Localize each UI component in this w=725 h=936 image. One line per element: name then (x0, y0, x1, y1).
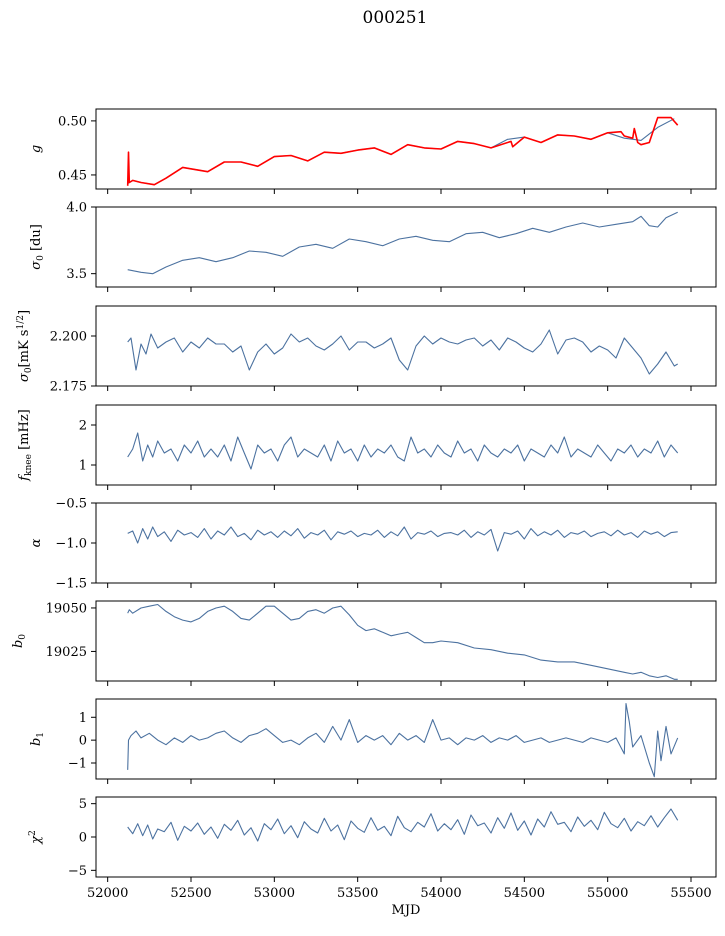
ytick-label-chi2-2: 5 (79, 797, 87, 812)
ytick-label-fknee-1: 2 (79, 419, 87, 434)
ylabel-g: g (29, 145, 44, 153)
series-fknee-0 (127, 432, 679, 470)
xtick-label-7: 55500 (670, 886, 711, 901)
frame-b1 (95, 698, 717, 780)
panel-fknee: 1 2 fknee [mHz] (17, 404, 717, 490)
ylabel-b0: b0 (11, 634, 28, 648)
frame-alpha (95, 502, 717, 584)
ylabel-chi2: χ2 (28, 830, 44, 845)
xtick-label-6: 55000 (587, 886, 628, 901)
ytick-label-alpha-2: −0.5 (55, 497, 87, 512)
frame-sigma0_rate (95, 305, 717, 387)
series-alpha-0 (127, 526, 678, 552)
ytick-label-alpha-1: −1.0 (55, 537, 87, 552)
frame-fknee (95, 404, 717, 486)
frame-sigma0 (95, 206, 717, 288)
xtick-label-3: 53500 (337, 886, 378, 901)
ytick-label-chi2-0: −5 (68, 864, 87, 879)
ytick-label-sigma0_rate-1: 2.200 (50, 330, 87, 345)
frame-g (95, 108, 717, 190)
series-chi2-0 (127, 808, 679, 842)
xtick-label-1: 52500 (170, 886, 211, 901)
frame-b0 (95, 600, 717, 682)
ytick-label-sigma0-1: 4.0 (66, 201, 87, 216)
panels-group: 0.45 0.50 g 3.5 4.0 σ0 [du] 2.175 2.200 σ0[mK s1… (11, 108, 717, 918)
frame-chi2 (95, 796, 717, 878)
ytick-label-g-0: 0.45 (58, 168, 87, 183)
panel-g: 0.45 0.50 g (29, 108, 717, 194)
ytick-label-alpha-0: −1.5 (55, 577, 87, 592)
xtick-label-4: 54000 (420, 886, 461, 901)
xlabel-mjd: MJD (392, 903, 421, 918)
series-sigma0_rate-0 (127, 329, 678, 375)
panel-chi2: −5 0 5 52000 52500 53000 53500 54000 54500 55000 5… (28, 796, 717, 918)
ytick-label-g-1: 0.50 (58, 114, 87, 129)
ylabel-fknee: fknee [mHz] (17, 409, 34, 482)
xtick-label-2: 53000 (254, 886, 295, 901)
panel-b1: −1 0 1 b1 (29, 698, 717, 784)
ytick-label-b0-1: 19050 (46, 601, 87, 616)
ylabel-b1: b1 (29, 732, 46, 746)
panel-sigma0_rate: 2.175 2.200 σ0[mK s1/2] (16, 305, 717, 395)
ytick-label-fknee-0: 1 (79, 459, 87, 474)
ylabel-sigma0: σ0 [du] (29, 224, 46, 270)
ylabel-sigma0_rate: σ0[mK s1/2] (16, 310, 34, 382)
series-g-1 (126, 116, 679, 186)
ytick-label-sigma0_rate-0: 2.175 (50, 380, 87, 395)
ytick-label-b1-1: 0 (79, 734, 87, 749)
series-b1-0 (127, 703, 679, 778)
xtick-label-5: 54500 (504, 886, 545, 901)
xtick-label-0: 52000 (87, 886, 128, 901)
panel-sigma0: 3.5 4.0 σ0 [du] (29, 201, 717, 292)
panel-alpha: −1.5 −1.0 −0.5 α (29, 497, 717, 592)
ytick-label-b1-0: −1 (68, 757, 87, 772)
ytick-label-sigma0-0: 3.5 (66, 267, 87, 282)
series-b0-0 (127, 603, 678, 680)
ytick-label-chi2-1: 0 (79, 831, 87, 846)
series-g-0 (127, 118, 675, 186)
ylabel-alpha: α (29, 538, 44, 547)
series-sigma0-0 (127, 211, 678, 275)
ytick-label-b1-2: 1 (79, 711, 87, 726)
ytick-label-b0-0: 19025 (46, 645, 87, 660)
figure-title: 000251 (363, 8, 428, 28)
panel-b0: 19025 19050 b0 (11, 600, 717, 686)
